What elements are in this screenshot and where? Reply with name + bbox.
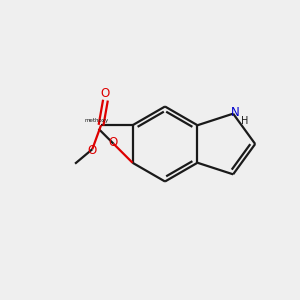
Text: H: H — [241, 116, 248, 126]
Text: O: O — [88, 144, 97, 157]
Text: N: N — [231, 106, 240, 119]
Text: O: O — [101, 87, 110, 100]
Text: methoxy: methoxy — [85, 118, 109, 123]
Text: O: O — [109, 136, 118, 149]
